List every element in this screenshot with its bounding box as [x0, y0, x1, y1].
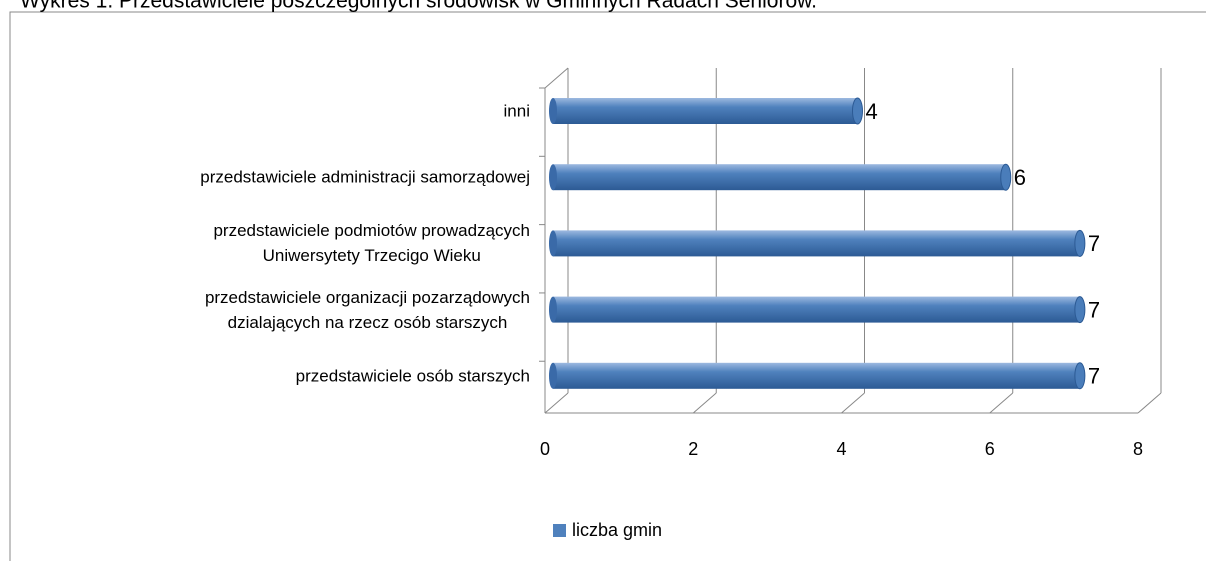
- bar-cap: [549, 98, 557, 124]
- bar-cap: [852, 97, 863, 125]
- x-tick-label: 6: [985, 439, 995, 459]
- value-label: 7: [1088, 364, 1100, 389]
- grid-line: [544, 392, 569, 414]
- y-tick-label: przedstawiciele osób starszych: [295, 366, 530, 386]
- grid-line: [989, 392, 1014, 414]
- legend-label: liczba gmin: [572, 520, 662, 540]
- value-label: 6: [1014, 165, 1026, 190]
- value-label: 4: [866, 99, 878, 124]
- legend-swatch: [553, 524, 566, 537]
- bar-cap: [549, 362, 557, 389]
- bar-cap: [549, 296, 557, 323]
- bar: [553, 230, 1080, 257]
- bar-cap: [549, 164, 557, 191]
- x-tick-label: 0: [540, 439, 550, 459]
- y-tick-label: przedstawiciele podmiotów prowadzących U…: [213, 221, 530, 266]
- y-tick-label: inni: [503, 101, 530, 121]
- bar: [553, 98, 858, 124]
- bar-cap: [1000, 163, 1012, 191]
- bar: [553, 362, 1080, 389]
- chart-border: [9, 11, 1206, 561]
- x-tick-label: 8: [1133, 439, 1143, 459]
- bar-cap: [1074, 362, 1086, 390]
- bar: [553, 296, 1080, 323]
- y-tick-label: przedstawiciele organizacji pozarządowyc…: [204, 287, 530, 332]
- left-wall: [544, 67, 569, 89]
- value-label: 7: [1088, 231, 1100, 256]
- y-tick-label: przedstawiciele administracji samorządow…: [200, 167, 530, 187]
- bar-cap: [1074, 296, 1086, 324]
- chart-title: Wykres 1. Przedstawiciele poszczególnych…: [20, 0, 817, 13]
- bar-cap: [549, 230, 557, 257]
- x-tick-label: 2: [688, 439, 698, 459]
- grid-line: [692, 392, 717, 414]
- grid-line: [1137, 392, 1162, 414]
- x-tick-label: 4: [836, 439, 846, 459]
- value-label: 7: [1088, 297, 1100, 322]
- bar: [553, 164, 1006, 191]
- grid-line: [841, 392, 865, 414]
- bar-cap: [1074, 229, 1086, 257]
